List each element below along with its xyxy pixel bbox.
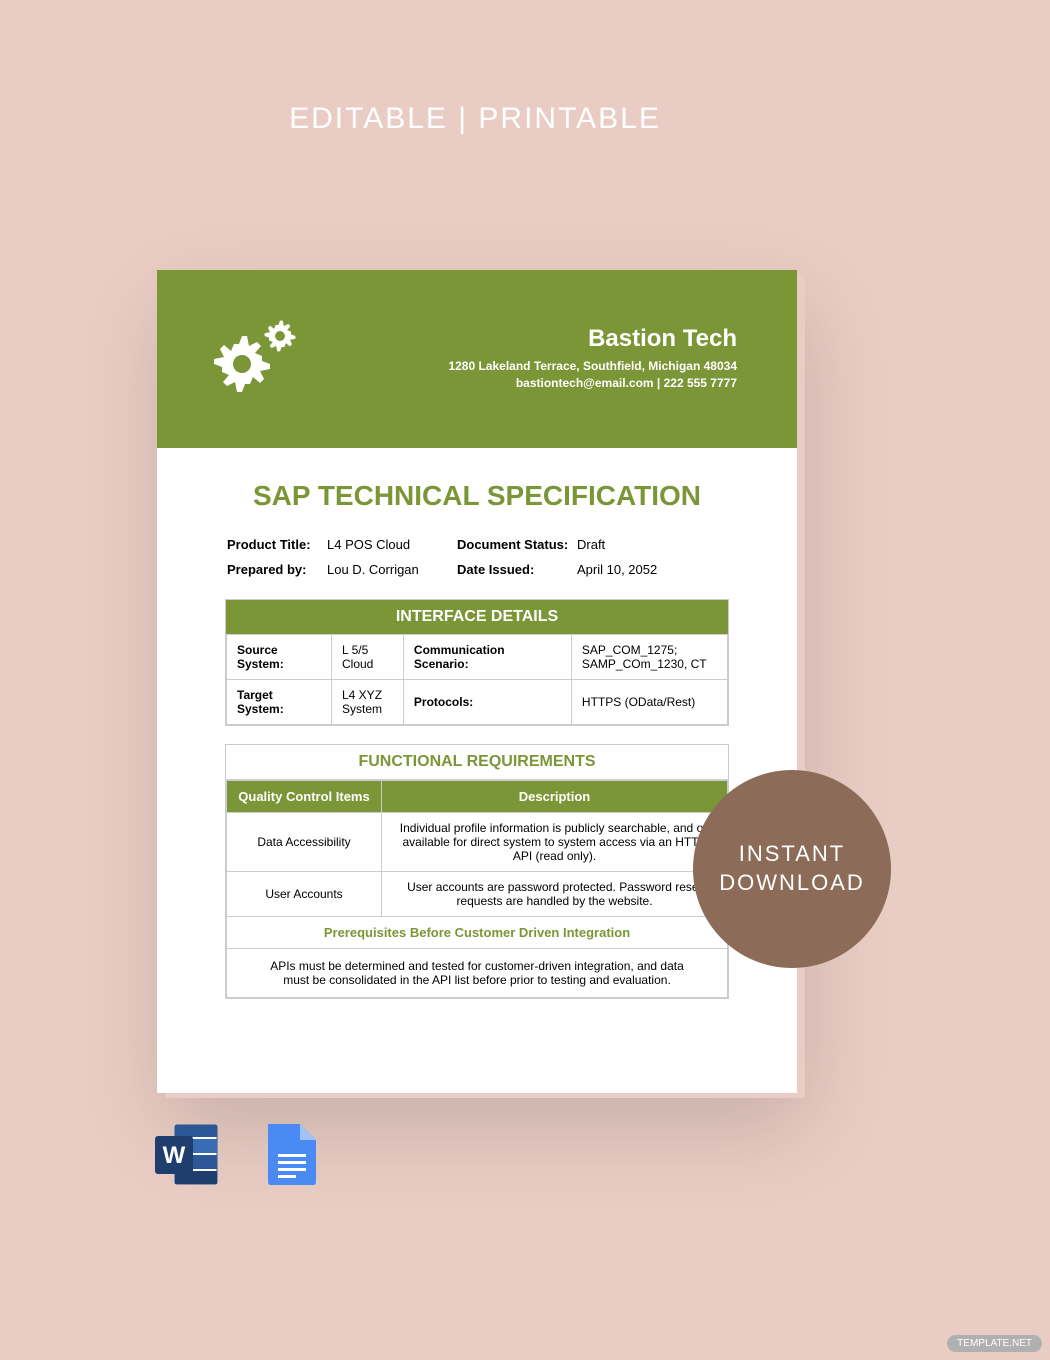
meta-label-status: Document Status: (457, 537, 577, 552)
cell-value: HTTPS (OData/Rest) (571, 680, 727, 725)
badge-line2: DOWNLOAD (719, 869, 865, 898)
cell-label: Source System: (227, 635, 332, 680)
table-row: User Accounts User accounts are password… (227, 872, 728, 917)
company-block: Bastion Tech 1280 Lakeland Terrace, Sout… (448, 325, 737, 393)
cell-value: L4 XYZ System (332, 680, 404, 725)
gears-icon (212, 314, 312, 404)
qc-desc: Individual profile information is public… (382, 813, 728, 872)
cell-value: L 5/5 Cloud (332, 635, 404, 680)
document-page: Bastion Tech 1280 Lakeland Terrace, Sout… (157, 270, 797, 1093)
meta-product: L4 POS Cloud (327, 537, 457, 552)
interface-table: Source System: L 5/5 Cloud Communication… (226, 634, 728, 725)
interface-header: INTERFACE DETAILS (226, 600, 728, 634)
cell-label: Protocols: (403, 680, 571, 725)
table-row: Data Accessibility Individual profile in… (227, 813, 728, 872)
qc-item: User Accounts (227, 872, 382, 917)
file-format-icons: W (155, 1122, 325, 1187)
company-contact: bastiontech@email.com | 222 555 7777 (448, 376, 737, 390)
instant-download-badge[interactable]: INSTANT DOWNLOAD (693, 770, 891, 968)
doc-title: SAP TECHNICAL SPECIFICATION (157, 480, 797, 512)
interface-section: INTERFACE DETAILS Source System: L 5/5 C… (225, 599, 729, 726)
svg-text:W: W (163, 1142, 186, 1169)
cell-label: Target System: (227, 680, 332, 725)
table-row: APIs must be determined and tested for c… (227, 949, 728, 998)
doc-header: Bastion Tech 1280 Lakeland Terrace, Sout… (157, 270, 797, 448)
qc-desc: User accounts are password protected. Pa… (382, 872, 728, 917)
company-name: Bastion Tech (448, 325, 737, 353)
ribbon-text: EDITABLE | PRINTABLE (289, 102, 661, 136)
functional-table: Quality Control Items Description Data A… (226, 780, 728, 998)
functional-header: FUNCTIONAL REQUIREMENTS (226, 745, 728, 780)
badge-line1: INSTANT (739, 840, 845, 869)
qc-item: Data Accessibility (227, 813, 382, 872)
cell-value: SAP_COM_1275; SAMP_COm_1230, CT (571, 635, 727, 680)
meta-label-date: Date Issued: (457, 562, 577, 577)
col-header-desc: Description (382, 781, 728, 813)
table-header-row: Quality Control Items Description (227, 781, 728, 813)
sub-header: Prerequisites Before Customer Driven Int… (227, 917, 728, 949)
meta-preparedby: Lou D. Corrigan (327, 562, 457, 577)
table-row: Target System: L4 XYZ System Protocols: … (227, 680, 728, 725)
company-address: 1280 Lakeland Terrace, Southfield, Michi… (448, 359, 737, 373)
word-icon[interactable]: W (155, 1122, 220, 1187)
ribbon-banner: EDITABLE | PRINTABLE (260, 88, 690, 150)
table-row: Prerequisites Before Customer Driven Int… (227, 917, 728, 949)
col-header-qc: Quality Control Items (227, 781, 382, 813)
google-docs-icon[interactable] (260, 1122, 325, 1187)
meta-grid: Product Title: L4 POS Cloud Document Sta… (157, 537, 797, 577)
meta-status: Draft (577, 537, 697, 552)
prereq-text: APIs must be determined and tested for c… (227, 949, 728, 998)
watermark: TEMPLATE.NET (947, 1335, 1042, 1352)
cell-label: Communication Scenario: (403, 635, 571, 680)
meta-date: April 10, 2052 (577, 562, 697, 577)
table-row: Source System: L 5/5 Cloud Communication… (227, 635, 728, 680)
meta-label-preparedby: Prepared by: (227, 562, 327, 577)
meta-label-product: Product Title: (227, 537, 327, 552)
functional-section: FUNCTIONAL REQUIREMENTS Quality Control … (225, 744, 729, 999)
